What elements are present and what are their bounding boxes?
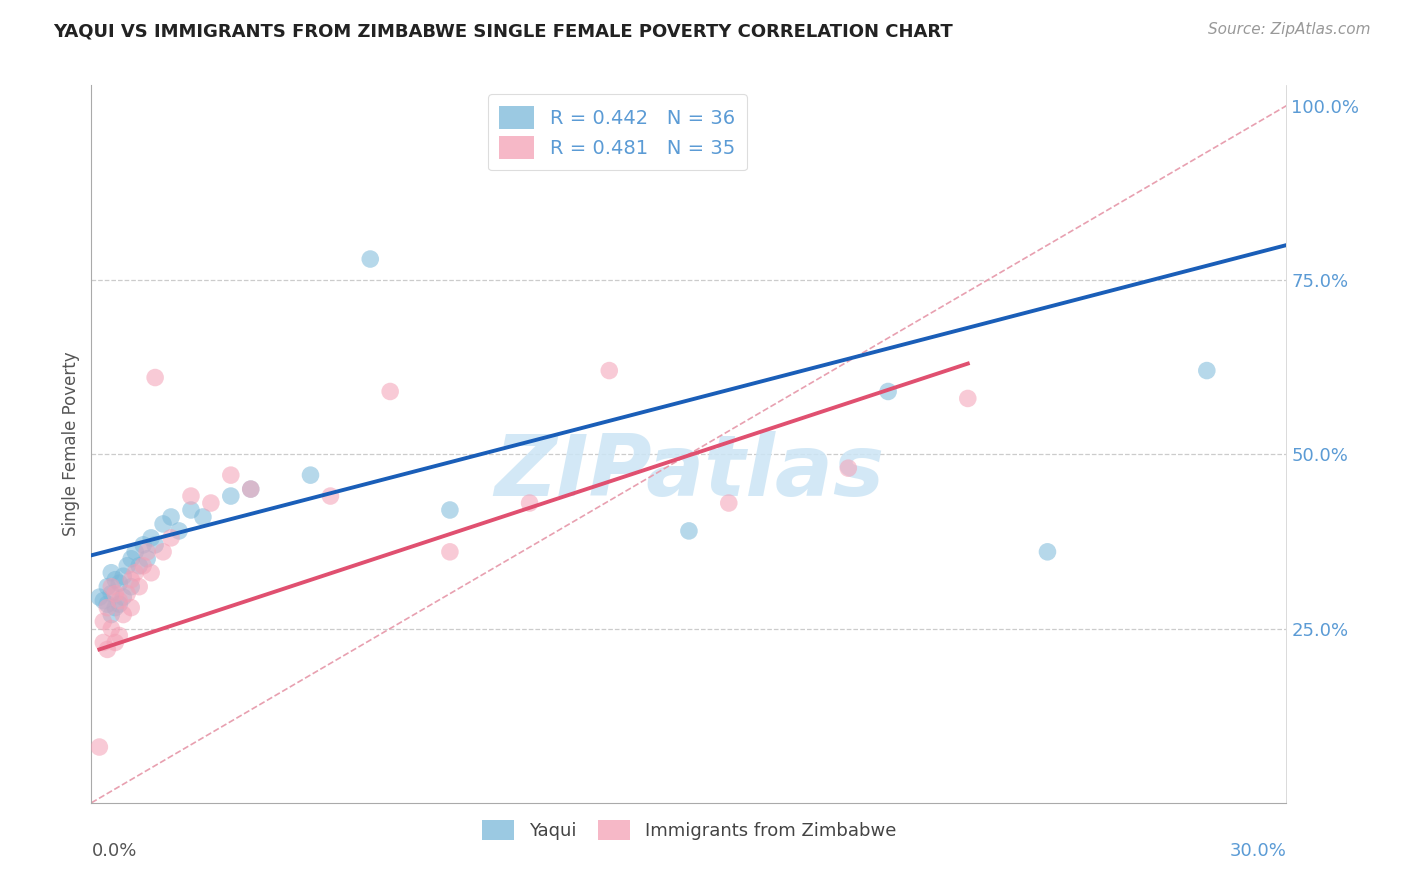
Point [120,580,142,594]
Point [678,524,700,538]
Point [717,496,740,510]
Point [120,551,142,566]
Point [837,461,859,475]
Point [96,580,118,594]
Point [598,363,620,377]
Point [219,489,242,503]
Point [152,545,174,559]
Point [143,538,166,552]
Point [115,587,138,601]
Point [124,566,146,580]
Point [100,580,122,594]
Point [141,566,162,580]
Point [132,538,155,552]
Point [439,545,461,559]
Point [877,384,900,399]
Point [115,558,138,573]
Point [96,642,118,657]
Text: 30.0%: 30.0% [1230,842,1286,860]
Point [93,615,115,629]
Legend: Yaqui, Immigrants from Zimbabwe: Yaqui, Immigrants from Zimbabwe [474,813,904,847]
Point [104,573,127,587]
Point [108,628,131,642]
Point [143,370,166,384]
Point [239,482,262,496]
Point [152,516,174,531]
Point [112,590,135,604]
Point [104,600,127,615]
Point [112,569,135,583]
Point [319,489,342,503]
Point [359,252,381,266]
Point [160,531,183,545]
Point [136,545,159,559]
Point [378,384,402,399]
Point [180,489,202,503]
Text: ZIPatlas: ZIPatlas [494,431,884,514]
Point [519,496,541,510]
Point [100,622,122,636]
Point [89,590,111,604]
Point [120,600,142,615]
Point [108,576,131,591]
Point [104,587,127,601]
Point [160,510,183,524]
Point [132,558,155,573]
Point [128,558,150,573]
Point [1195,363,1218,377]
Point [200,496,222,510]
Point [96,597,118,611]
Point [239,482,262,496]
Point [104,635,127,649]
Point [89,739,111,754]
Y-axis label: Single Female Poverty: Single Female Poverty [62,351,80,536]
Point [112,607,135,622]
Point [100,587,122,601]
Point [1036,545,1059,559]
Point [120,573,142,587]
Point [299,468,322,483]
Point [108,593,131,607]
Point [141,531,162,545]
Text: Source: ZipAtlas.com: Source: ZipAtlas.com [1208,22,1371,37]
Point [167,524,190,538]
Point [128,580,150,594]
Point [180,503,202,517]
Point [124,545,146,559]
Point [136,551,159,566]
Point [93,593,115,607]
Text: 0.0%: 0.0% [91,842,136,860]
Point [93,635,115,649]
Point [956,392,979,406]
Point [100,607,122,622]
Point [191,510,214,524]
Point [100,566,122,580]
Point [96,600,118,615]
Point [439,503,461,517]
Text: YAQUI VS IMMIGRANTS FROM ZIMBABWE SINGLE FEMALE POVERTY CORRELATION CHART: YAQUI VS IMMIGRANTS FROM ZIMBABWE SINGLE… [53,22,953,40]
Point [219,468,242,483]
Point [108,597,131,611]
